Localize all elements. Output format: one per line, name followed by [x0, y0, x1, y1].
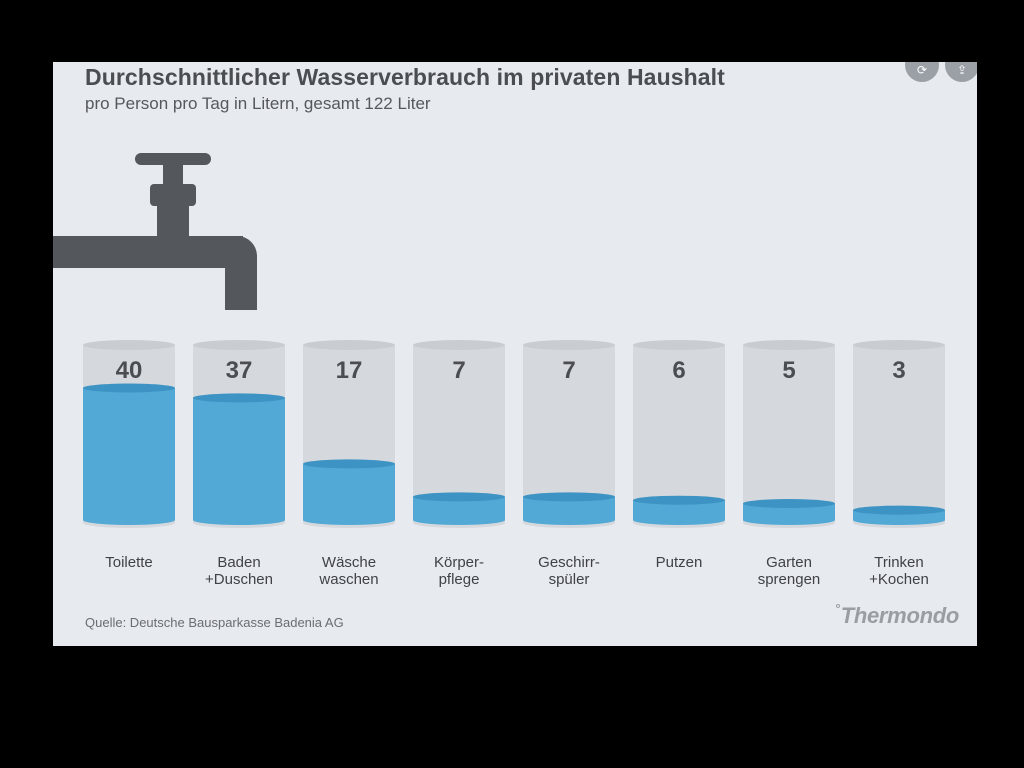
faucet-icon	[53, 153, 257, 310]
category-label: Trinken	[874, 554, 923, 571]
share-icon: ⟳	[916, 63, 928, 77]
value-label: 5	[782, 357, 795, 384]
glass-rim	[303, 340, 395, 350]
share-button[interactable]: ⟳	[905, 62, 939, 82]
glass-4: 7 Körper-pflege	[413, 340, 505, 588]
water-bottom	[413, 515, 505, 525]
water-surface	[413, 492, 505, 502]
export-button[interactable]: ⇪	[945, 62, 977, 82]
brand-name: Thermondo	[840, 603, 960, 628]
water-bottom	[83, 515, 175, 525]
water-bar	[523, 496, 615, 520]
category-label: pflege	[439, 571, 480, 588]
export-icon: ⇪	[956, 63, 968, 77]
value-label: 3	[892, 357, 905, 384]
water-bar	[633, 500, 725, 520]
water-bottom	[193, 515, 285, 525]
glass-rim	[523, 340, 615, 350]
category-label: waschen	[318, 571, 378, 588]
glass-rim	[853, 340, 945, 350]
glass-rim	[83, 340, 175, 350]
category-label: +Duschen	[205, 571, 273, 588]
category-label: Garten	[766, 554, 812, 571]
water-surface	[743, 499, 835, 508]
water-surface	[193, 393, 285, 403]
category-label: sprengen	[758, 571, 821, 588]
water-bottom	[853, 515, 945, 525]
glass-body	[853, 345, 945, 523]
water-bottom	[303, 515, 395, 525]
water-bar	[83, 388, 175, 520]
water-surface	[853, 505, 945, 515]
value-label: 17	[336, 357, 363, 384]
water-bottom	[633, 515, 725, 525]
chart-title: Durchschnittlicher Wasserverbrauch im pr…	[85, 64, 725, 90]
water-bar	[303, 463, 395, 520]
value-label: 37	[226, 357, 253, 384]
value-label: 6	[672, 357, 685, 384]
glass-6: 6 Putzen	[633, 340, 725, 571]
infographic-panel: Durchschnittlicher Wasserverbrauch im pr…	[53, 62, 977, 646]
water-surface	[633, 495, 725, 505]
chart-subtitle: pro Person pro Tag in Litern, gesamt 122…	[85, 94, 431, 113]
category-label: Wäsche	[322, 554, 376, 571]
glass-rim	[633, 340, 725, 350]
glass-rim	[413, 340, 505, 350]
brand-logo: °Thermondo	[834, 601, 960, 628]
category-label: Körper-	[434, 554, 484, 571]
value-label: 40	[116, 357, 143, 384]
water-glass-chart: 40Toilette37Baden+Duschen17Wäschewaschen…	[83, 340, 945, 588]
water-bar	[413, 496, 505, 520]
glass-5: 7 Geschirr-spüler	[523, 340, 615, 588]
category-label: Geschirr-	[538, 554, 600, 571]
category-label: Toilette	[105, 554, 153, 571]
category-label: Putzen	[656, 554, 703, 571]
water-bottom	[523, 515, 615, 525]
glass-body	[743, 345, 835, 523]
value-label: 7	[452, 357, 465, 384]
category-label: spüler	[549, 571, 590, 588]
category-label: +Kochen	[869, 571, 929, 588]
water-surface	[83, 383, 175, 393]
water-bar	[193, 397, 285, 520]
source-note: Quelle: Deutsche Bausparkasse Badenia AG	[85, 615, 344, 630]
glass-2: 37 Baden+Duschen	[193, 340, 285, 588]
glass-rim	[743, 340, 835, 350]
water-surface	[303, 459, 395, 469]
water-bottom	[743, 515, 835, 525]
glass-rim	[193, 340, 285, 350]
glass-1: 40 Toilette	[83, 340, 175, 571]
glass-8: 3 Trinken+Kochen	[853, 340, 945, 588]
glass-body	[633, 345, 725, 523]
category-label: Baden	[217, 554, 260, 571]
water-surface	[523, 492, 615, 502]
value-label: 7	[562, 357, 575, 384]
